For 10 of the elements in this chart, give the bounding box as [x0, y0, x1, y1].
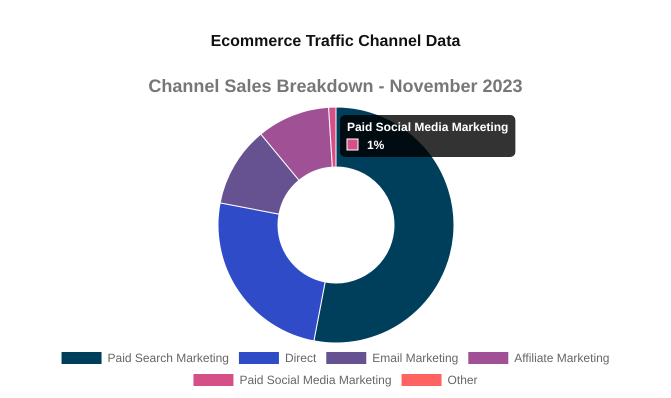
- chart-title: Ecommerce Traffic Channel Data: [210, 33, 461, 50]
- text: Paid Social Media Marketing: [347, 120, 508, 134]
- chart-subtitle: Channel Sales Breakdown - November 2023: [148, 76, 523, 96]
- legend-label: Paid Social Media Marketing: [239, 373, 392, 387]
- legend-label: Paid Search Marketing: [108, 351, 229, 365]
- legend-label: Email Marketing: [372, 351, 458, 365]
- text: 1%: [367, 138, 385, 152]
- legend-label: Direct: [284, 351, 317, 365]
- legend-label: Other: [448, 373, 478, 387]
- legend-label: Affiliate Marketing: [514, 351, 610, 365]
